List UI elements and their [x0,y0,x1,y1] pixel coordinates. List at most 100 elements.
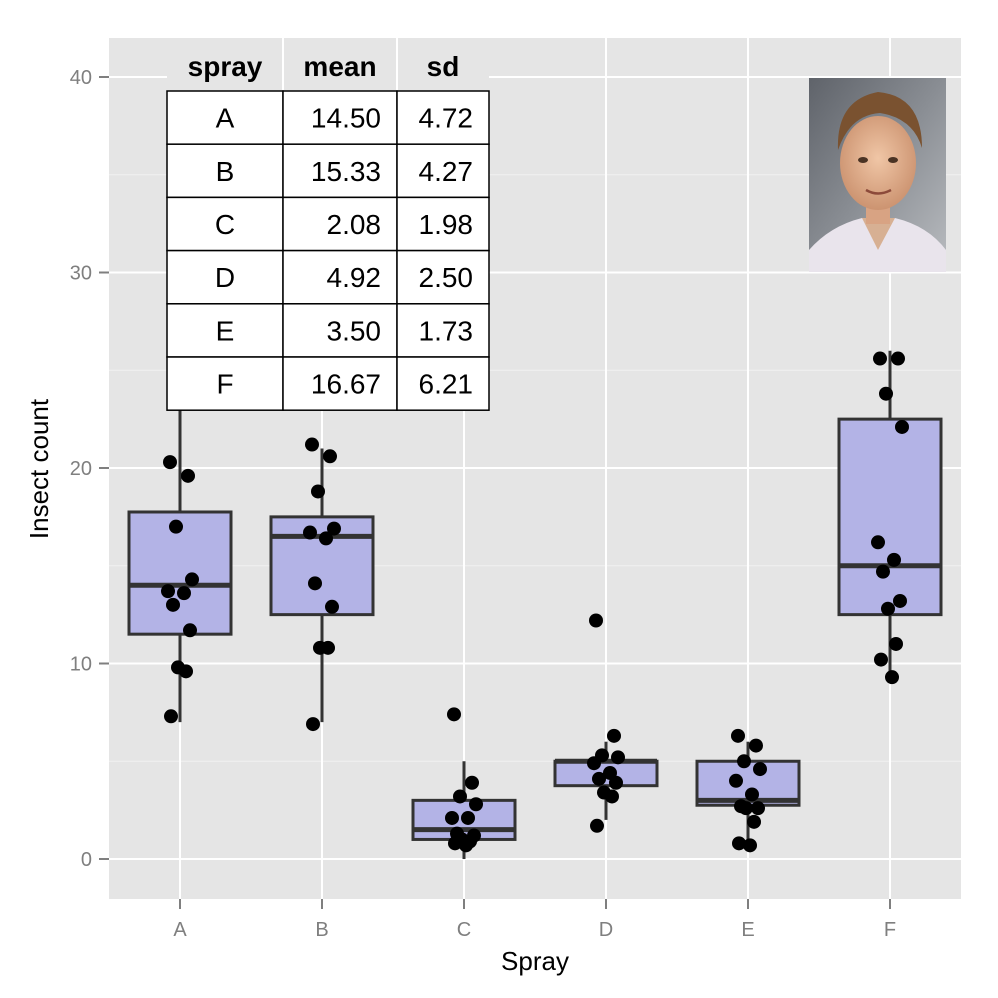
table-header-cell: sd [427,51,460,82]
y-tick-label: 30 [70,263,92,285]
table-cell-border [396,90,490,145]
table-cell-border [166,303,284,358]
y-tick-label: 0 [81,849,92,871]
box-iqr [269,515,375,617]
y-axis: 0 10 20 30 40 [70,67,109,871]
table-row: C 2.08 1.98 [166,196,490,252]
y-tick-label: 10 [70,654,92,676]
y-tick-label: 40 [70,67,92,89]
jitter-points [161,351,909,853]
table-cell-border [166,90,284,145]
data-point-D [587,756,601,771]
data-point-C [459,838,473,853]
table-cell-border [396,249,490,305]
y-axis-title: Insect count [24,398,54,539]
x-tick-label: E [741,919,754,941]
table-cell: D [215,262,235,293]
data-point-A [177,586,191,601]
table-row: D 4.92 2.50 [166,249,490,305]
table-cell-border [282,90,398,145]
data-point-C [453,789,467,804]
data-point-A [166,597,180,612]
data-point-B [311,484,325,499]
table-cell-border [396,143,490,199]
table-cell: 3.50 [327,315,382,346]
table-cell-border [282,249,398,305]
table-cell-border [396,303,490,358]
data-point-D [607,728,621,743]
data-point-B [321,640,335,655]
data-point-F [879,386,893,401]
table-cell-border [282,143,398,199]
table-cell-border [282,303,398,358]
inset-portrait-photo [809,78,946,272]
data-point-F [874,652,888,667]
table-cell: 1.98 [419,209,474,240]
data-point-F [873,351,887,366]
data-point-E [731,728,745,743]
data-point-F [871,535,885,550]
data-point-B [305,437,319,452]
x-tick-label: F [884,919,896,941]
data-point-C [465,775,479,790]
data-point-A [164,709,178,724]
table-cell: C [215,209,235,240]
data-point-F [876,564,890,579]
data-point-E [753,762,767,777]
table-header-cell: spray [188,51,263,82]
data-point-E [743,838,757,853]
data-point-E [739,801,753,816]
table-header-bg [167,38,489,91]
data-point-F [891,351,905,366]
table-header-cell: mean [303,51,376,82]
table-cell-border [282,356,398,411]
summary-table: spray mean sd A 14.50 4.72 B 15.33 4.27 C 2.08 1.98… [166,38,490,411]
data-point-A [179,664,193,679]
y-tick-label: 20 [70,458,92,480]
data-point-A [181,468,195,483]
table-row: F 16.67 6.21 [166,356,490,411]
data-point-D [589,613,603,628]
data-point-E [749,738,763,753]
table-cell-border [396,356,490,411]
data-point-D [611,750,625,765]
data-point-E [729,773,743,788]
data-point-B [303,525,317,540]
table-cell-border [166,249,284,305]
x-tick-label: C [457,919,471,941]
data-point-E [732,836,746,851]
table-cell-border [396,196,490,252]
table-cell: 4.92 [327,262,382,293]
data-point-E [747,814,761,829]
table-cell-border [282,196,398,252]
table-cell-border [166,196,284,252]
data-point-A [185,572,199,587]
data-point-C [461,810,475,825]
data-point-F [885,670,899,685]
data-point-E [745,787,759,802]
data-point-A [183,623,197,638]
data-point-D [590,818,604,833]
table-row: B 15.33 4.27 [166,143,490,199]
data-point-D [592,771,606,786]
table-row: E 3.50 1.73 [166,303,490,358]
data-point-F [887,552,901,567]
table-cell: A [216,103,235,134]
table-cell: 4.72 [419,103,474,134]
table-cell: 2.08 [327,209,382,240]
table-cell: 15.33 [311,156,381,187]
table-cell: B [216,156,235,187]
table-cell: 6.21 [419,369,474,400]
data-point-A [163,455,177,470]
data-point-B [319,531,333,546]
data-point-F [893,593,907,608]
table-cell: E [216,315,235,346]
data-point-C [469,797,483,812]
table-cell: 16.67 [311,369,381,400]
data-point-B [306,717,320,732]
data-point-E [751,801,765,816]
x-axis-title: Spray [501,946,569,976]
data-point-C [445,810,459,825]
data-point-B [327,521,341,536]
data-point-B [308,576,322,591]
